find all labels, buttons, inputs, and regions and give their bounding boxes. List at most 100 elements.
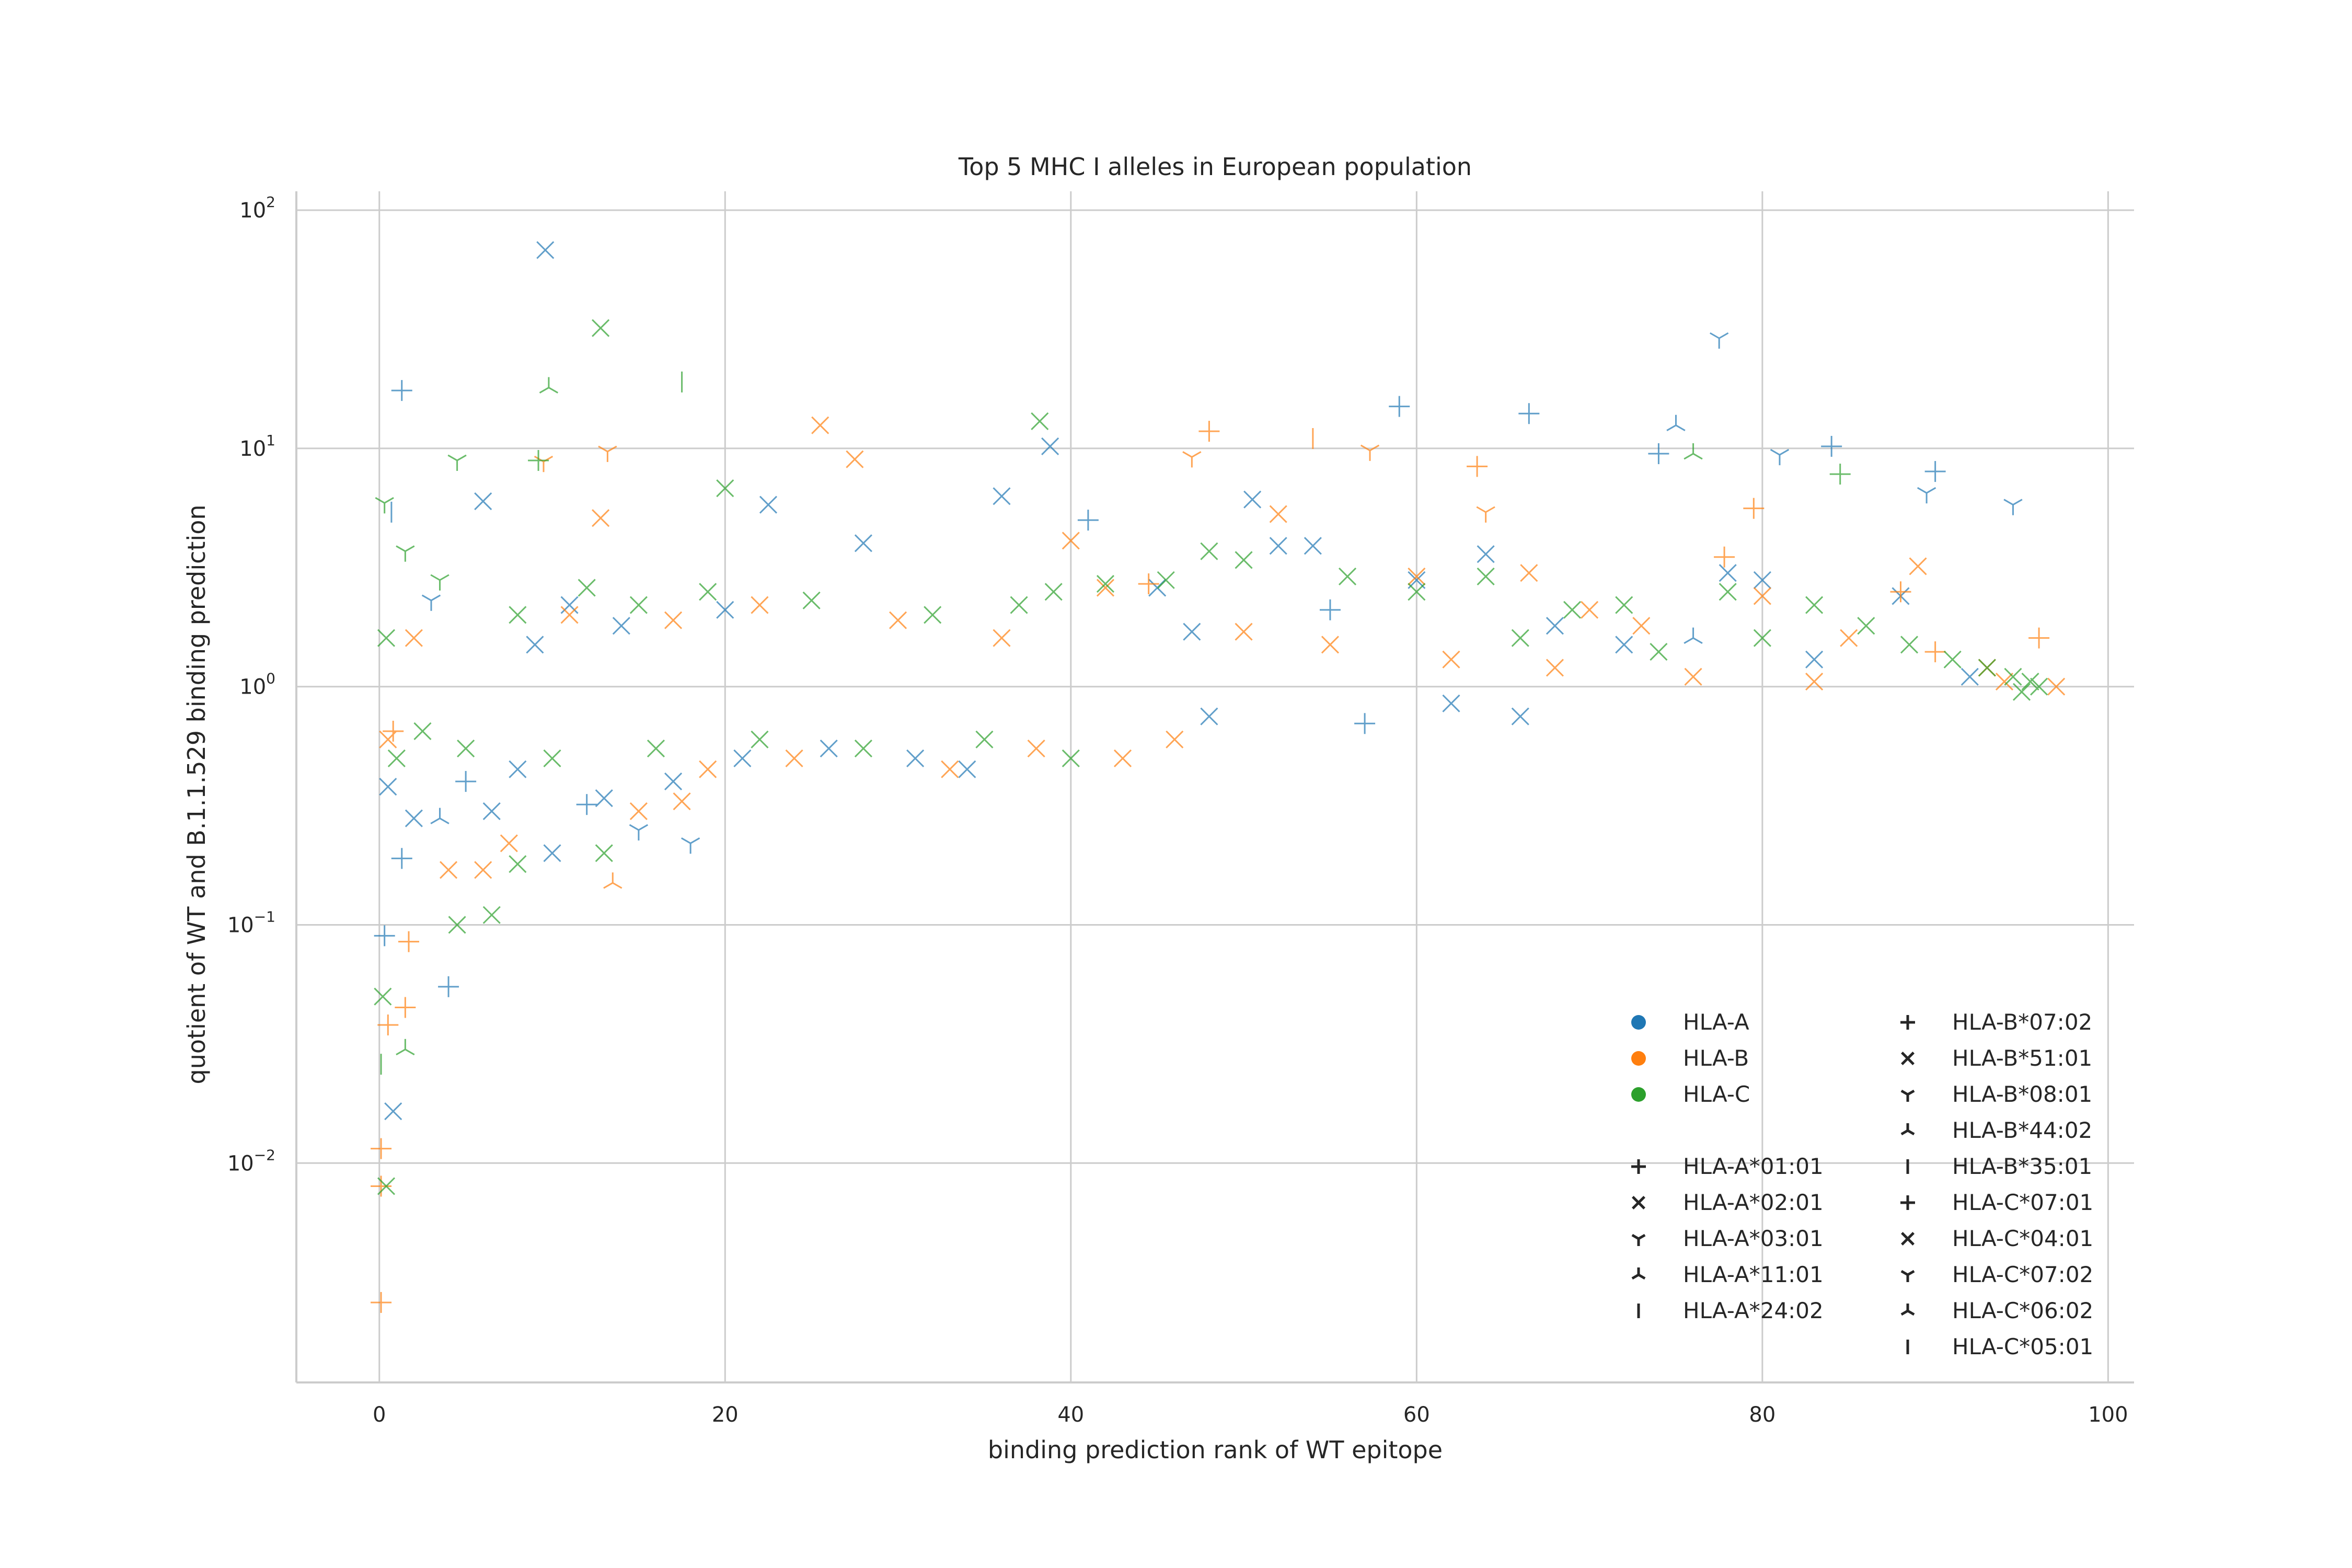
- data-point: [474, 861, 492, 879]
- data-point: [1041, 437, 1059, 456]
- data-point: [560, 596, 579, 614]
- data-point: [398, 931, 419, 952]
- data-point: [1269, 505, 1287, 523]
- data-point: [543, 844, 561, 862]
- data-point: [474, 492, 492, 511]
- data-point: [1900, 636, 1919, 654]
- chart-title: Top 5 MHC I alleles in European populati…: [958, 153, 1472, 181]
- legend-label: HLA-B*07:02: [1952, 1009, 2092, 1035]
- data-point: [560, 606, 579, 624]
- legend-marker: [1900, 1123, 1915, 1136]
- legend-label: HLA-B*44:02: [1952, 1117, 2092, 1143]
- axes: [295, 191, 2134, 1383]
- data-point: [1650, 643, 1668, 661]
- data-point: [1476, 506, 1495, 523]
- legend-marker: [1901, 1232, 1915, 1246]
- legend-label: HLA-B*51:01: [1952, 1045, 2092, 1071]
- data-point: [1182, 451, 1202, 468]
- data-point: [391, 848, 412, 869]
- data-point: [405, 809, 423, 827]
- legend-label: HLA-B*08:01: [1952, 1081, 2092, 1107]
- legend-label: HLA-A*02:01: [1683, 1190, 1824, 1215]
- data-point: [1183, 622, 1201, 641]
- data-point: [716, 601, 734, 619]
- data-point: [975, 730, 994, 748]
- data-point: [1666, 414, 1686, 432]
- data-point: [592, 509, 610, 527]
- data-point: [1235, 551, 1253, 569]
- data-point: [1615, 596, 1633, 614]
- data-point: [509, 606, 527, 624]
- data-point: [1511, 629, 1529, 647]
- data-point: [664, 773, 683, 791]
- data-point: [448, 916, 466, 934]
- data-point: [1995, 672, 2013, 691]
- data-point: [820, 739, 838, 758]
- data-point: [993, 629, 1011, 647]
- data-point: [681, 837, 700, 854]
- data-point: [1044, 583, 1063, 601]
- data-point: [1198, 421, 1220, 442]
- data-point: [1805, 650, 1824, 668]
- data-point: [1138, 573, 1159, 595]
- data-point: [1770, 448, 1790, 466]
- data-point: [1408, 567, 1426, 585]
- legend-marker: [1900, 1304, 1915, 1316]
- data-point: [539, 377, 559, 394]
- data-point: [612, 617, 630, 635]
- data-point: [1319, 599, 1341, 620]
- data-point: [1857, 617, 1875, 635]
- data-point: [2047, 677, 2066, 696]
- data-point: [1753, 629, 1771, 647]
- x-tick-label: 20: [712, 1403, 739, 1427]
- data-point: [2028, 627, 2050, 649]
- data-point: [1062, 749, 1080, 767]
- data-point: [854, 534, 872, 552]
- data-point: [598, 445, 617, 462]
- data-point: [377, 1177, 396, 1195]
- legend-swatch: [1631, 1051, 1646, 1066]
- data-point: [958, 760, 976, 778]
- data-point: [1477, 567, 1495, 585]
- legend-marker: [1632, 1196, 1645, 1209]
- x-tick-label: 0: [373, 1403, 386, 1427]
- data-points: [371, 241, 2066, 1313]
- data-point: [1743, 498, 1765, 519]
- data-point: [595, 789, 613, 808]
- data-point: [1581, 601, 1599, 619]
- data-point: [1890, 581, 1911, 603]
- data-point: [1354, 713, 1376, 734]
- data-point: [2030, 677, 2048, 696]
- data-point: [374, 987, 392, 1006]
- data-point: [438, 976, 459, 997]
- data-point: [941, 760, 959, 778]
- legend-marker: [1900, 1195, 1915, 1210]
- legend-marker: [1631, 1233, 1646, 1246]
- data-point: [2021, 672, 2039, 691]
- data-point: [1961, 667, 1979, 686]
- data-point: [430, 574, 449, 591]
- legend-marker: [1901, 1052, 1915, 1065]
- data-point: [1684, 443, 1703, 460]
- data-point: [1520, 564, 1538, 582]
- data-point: [1714, 546, 1735, 568]
- data-point: [377, 1014, 399, 1036]
- data-point: [1511, 707, 1529, 725]
- data-point: [759, 495, 778, 514]
- x-axis-label: binding prediction rank of WT epitope: [988, 1436, 1443, 1464]
- data-point: [1235, 622, 1253, 641]
- x-tick-label: 80: [1749, 1403, 1775, 1427]
- data-point: [576, 794, 597, 815]
- data-point: [854, 739, 872, 758]
- data-point: [2003, 499, 2023, 515]
- legend-label: HLA-A*03:01: [1683, 1226, 1824, 1251]
- data-point: [1338, 567, 1357, 585]
- data-point: [371, 1138, 392, 1159]
- data-point: [374, 925, 395, 947]
- data-point: [528, 449, 549, 471]
- data-point: [751, 730, 769, 748]
- data-point: [1615, 636, 1633, 654]
- data-point: [1096, 579, 1115, 597]
- grid: [296, 191, 2134, 1382]
